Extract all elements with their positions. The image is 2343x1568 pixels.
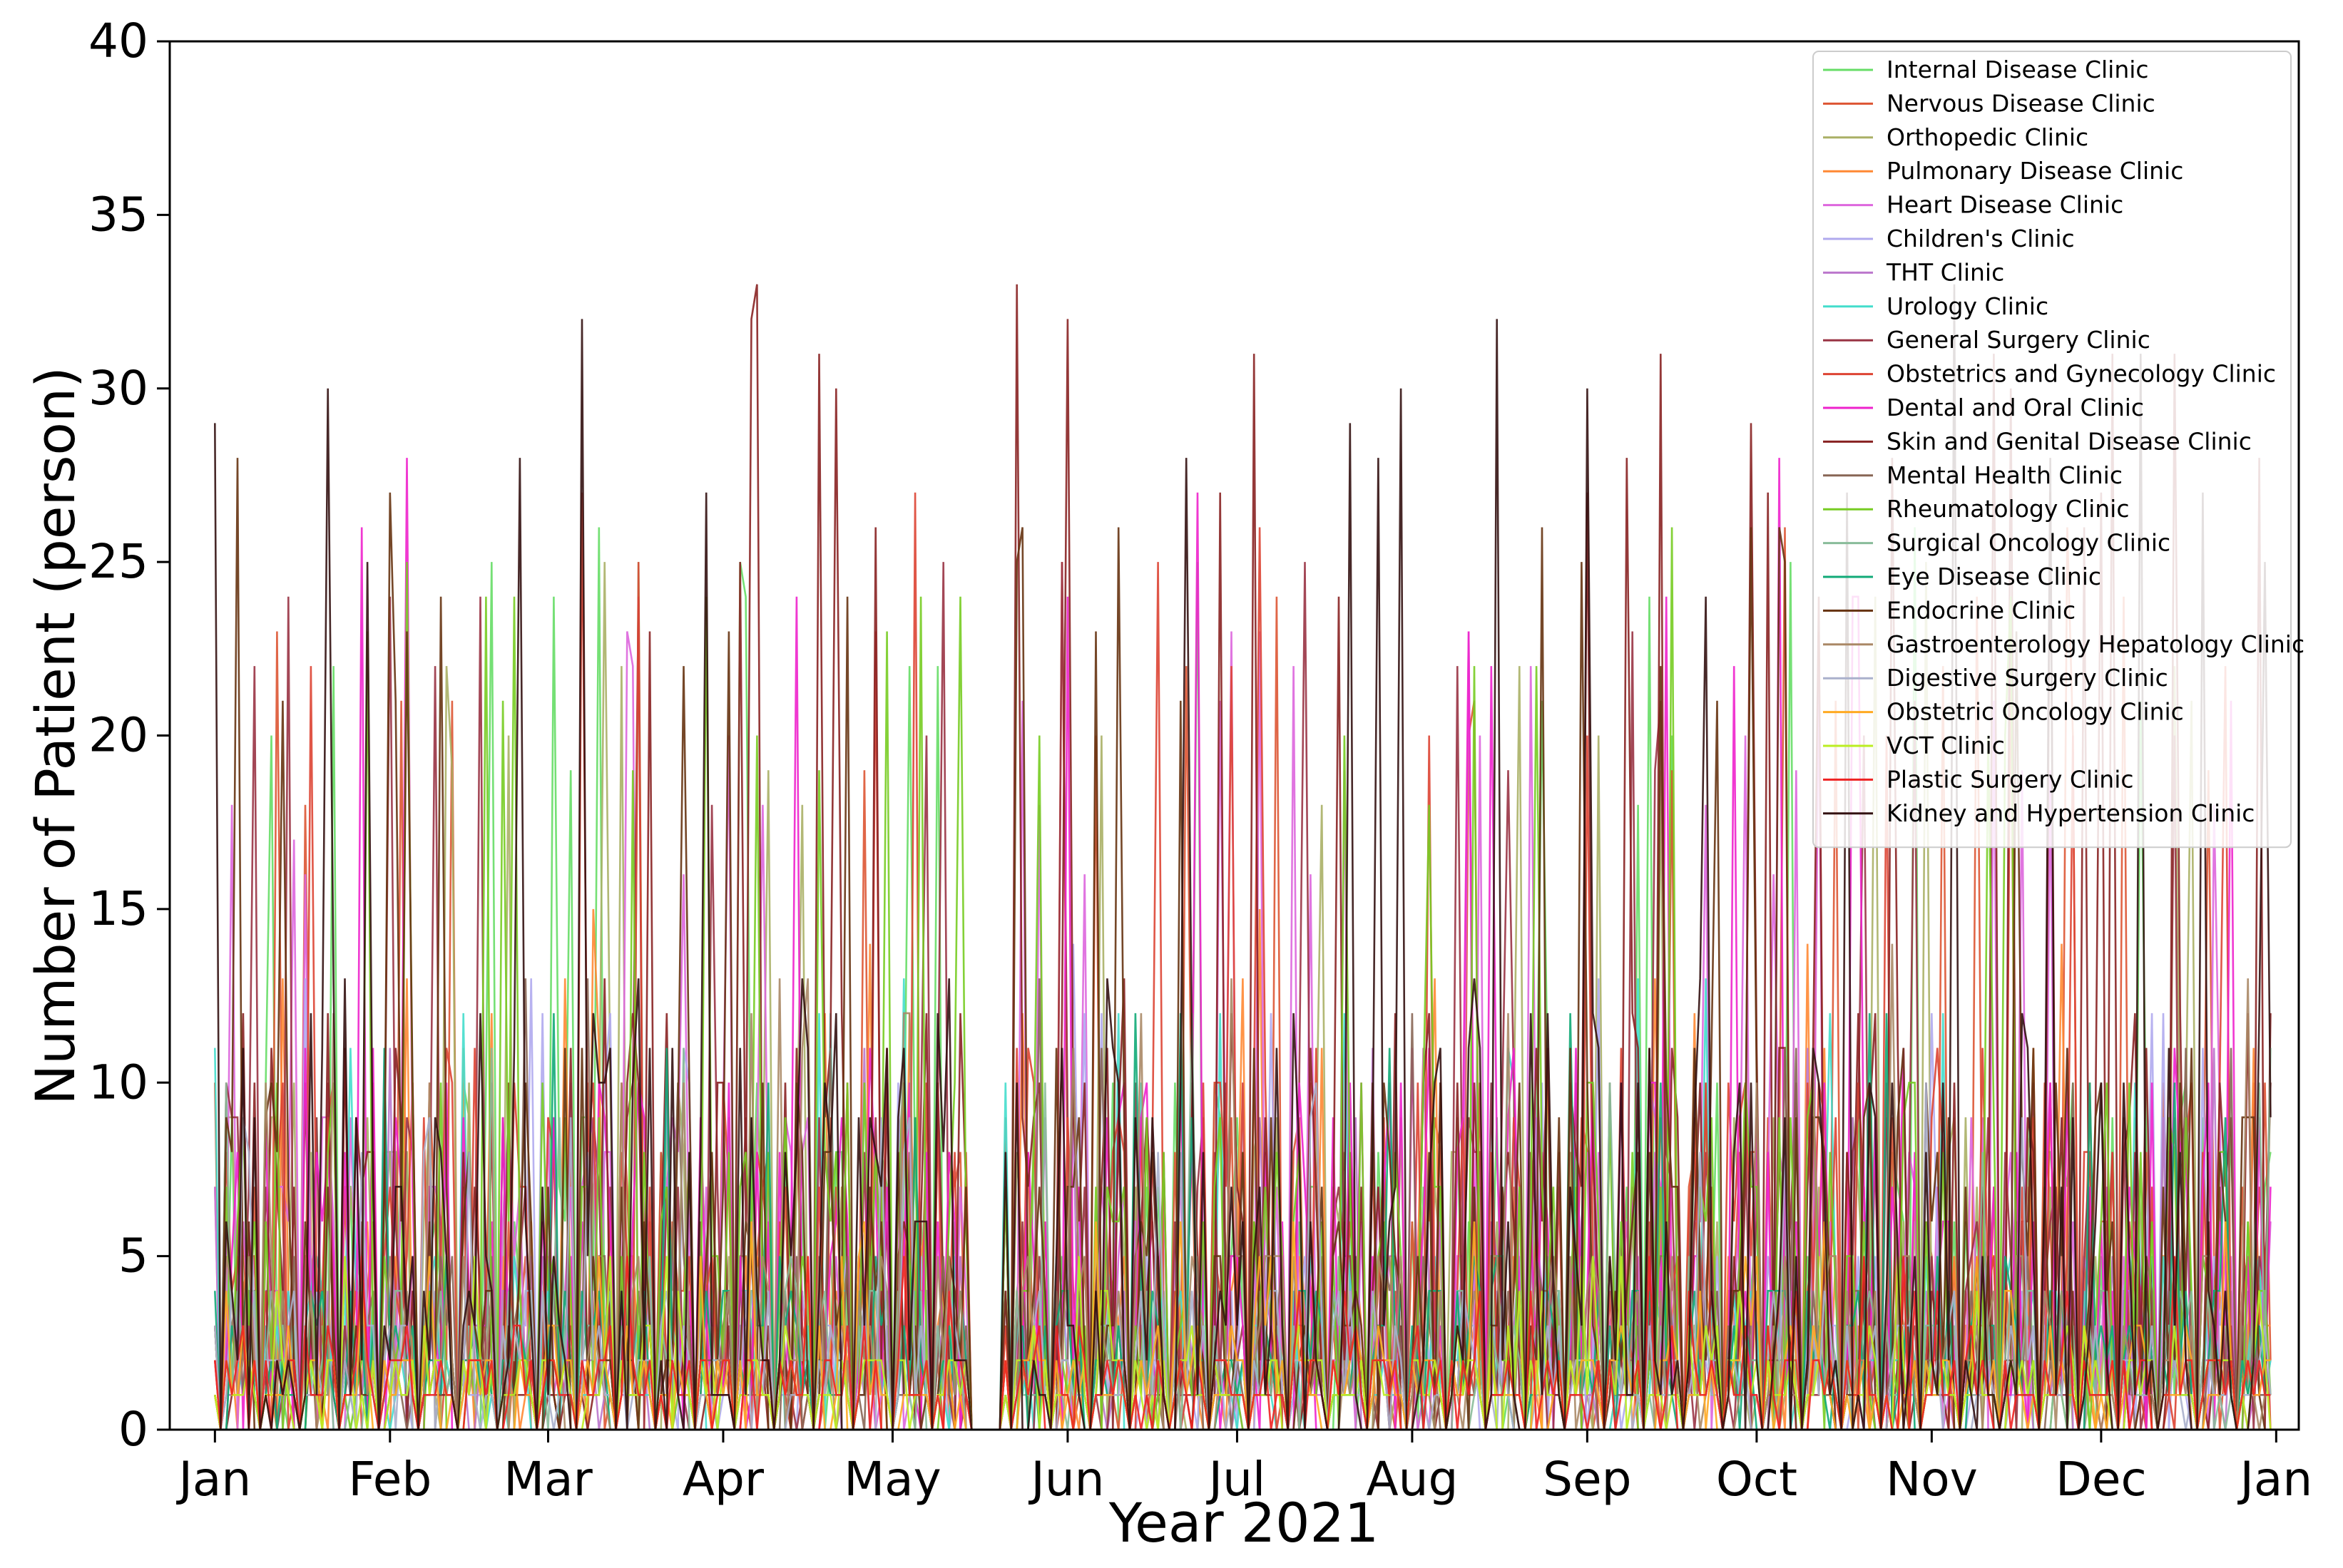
x-tick-label: Feb: [348, 1452, 432, 1507]
x-tick-label: Jul: [1206, 1452, 1266, 1507]
y-tick-label: 25: [88, 534, 148, 589]
legend-label: Dental and Oral Clinic: [1887, 394, 2144, 421]
legend-label: VCT Clinic: [1887, 732, 2005, 759]
legend-label: THT Clinic: [1886, 258, 2004, 286]
legend-label: Plastic Surgery Clinic: [1887, 765, 2134, 793]
legend: Internal Disease Clinic Nervous Disease C…: [1812, 51, 2304, 849]
x-tick-label: May: [844, 1452, 941, 1507]
legend-label: Internal Disease Clinic: [1887, 56, 2149, 83]
legend-label: Mental Health Clinic: [1887, 461, 2123, 489]
y-tick-label: 15: [88, 881, 148, 936]
legend-label: Nervous Disease Clinic: [1887, 89, 2155, 117]
x-tick-label: Jun: [1028, 1452, 1104, 1507]
x-axis: Jan Feb Mar Apr May Jun Jul Aug Sep Oct Nov Dec Jan: [175, 1430, 2312, 1507]
legend-label: Children's Clinic: [1887, 225, 2075, 252]
series-line: [214, 1256, 2271, 1431]
series-line: [214, 458, 2271, 1431]
x-tick-label: Jan: [2237, 1452, 2312, 1507]
legend-label: Orthopedic Clinic: [1887, 123, 2088, 151]
legend-label: Surgical Oncology Clinic: [1887, 529, 2170, 557]
series-line: [214, 284, 2272, 1431]
x-tick-label: Sep: [1543, 1452, 1631, 1507]
y-tick-label: 5: [118, 1229, 148, 1283]
legend-label: Pulmonary Disease Clinic: [1887, 157, 2183, 185]
y-axis: 0 5 10 15 20 25 30 35 40: [88, 14, 170, 1457]
legend-label: Eye Disease Clinic: [1887, 563, 2101, 590]
series-line: [214, 1221, 2271, 1431]
x-tick-label: Jan: [175, 1452, 251, 1507]
y-tick-label: 0: [118, 1402, 148, 1457]
x-tick-label: Nov: [1886, 1452, 1978, 1507]
legend-label: Endocrine Clinic: [1887, 596, 2076, 624]
legend-label: General Surgery Clinic: [1887, 326, 2150, 354]
x-tick-label: Dec: [2056, 1452, 2147, 1507]
series-layer: [214, 284, 2272, 1431]
y-tick-label: 40: [88, 14, 148, 68]
legend-label: Skin and Genital Disease Clinic: [1887, 427, 2252, 455]
legend-label: Obstetrics and Gynecology Clinic: [1887, 360, 2276, 388]
y-tick-label: 30: [88, 361, 148, 416]
x-tick-label: Apr: [683, 1452, 765, 1507]
x-tick-label: Oct: [1716, 1452, 1797, 1507]
x-tick-label: Mar: [504, 1452, 593, 1507]
legend-label: Urology Clinic: [1887, 292, 2048, 320]
legend-box: [1812, 51, 2292, 849]
legend-label: Heart Disease Clinic: [1887, 191, 2123, 219]
y-tick-label: 35: [88, 187, 148, 242]
legend-label: Gastroenterology Hepatology Clinic: [1887, 630, 2304, 658]
legend-label: Rheumatology Clinic: [1887, 495, 2130, 523]
y-tick-label: 10: [88, 1055, 148, 1110]
legend-label: Obstetric Oncology Clinic: [1887, 698, 2184, 726]
legend-label: Kidney and Hypertension Clinic: [1887, 799, 2255, 827]
y-axis-label: Number of Patient (person): [24, 367, 87, 1105]
x-tick-label: Aug: [1366, 1452, 1458, 1507]
legend-label: Digestive Surgery Clinic: [1887, 664, 2168, 692]
x-axis-label: Year 2021: [1108, 1491, 1379, 1554]
y-tick-label: 20: [88, 708, 148, 763]
